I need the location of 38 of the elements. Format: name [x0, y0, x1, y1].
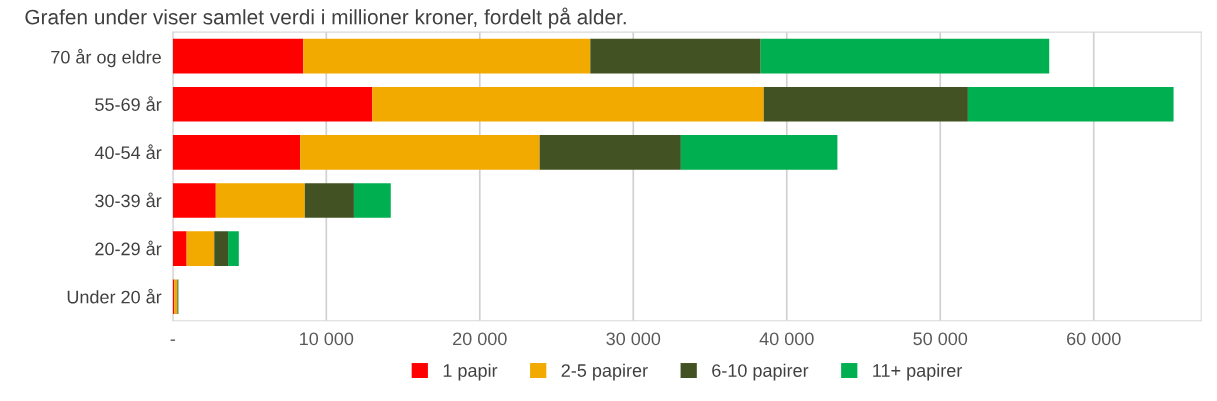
- bar: [215, 183, 305, 218]
- legend-label: 6-10 papirer: [712, 363, 809, 381]
- bar: [214, 231, 229, 266]
- x-tick-label: 40 000: [759, 332, 814, 346]
- bar: [353, 183, 391, 218]
- chart-title: Grafen under viser samlet verdi i millioner kroner, fordelt på alder.: [25, 7, 626, 29]
- x-tick-label: 60 000: [1067, 332, 1121, 346]
- bar: [228, 231, 239, 266]
- legend-label: 1 papir: [443, 363, 498, 381]
- x-tick-label: 30 000: [606, 332, 661, 346]
- bar: [172, 135, 301, 170]
- bar: [186, 231, 215, 266]
- bar: [172, 231, 187, 266]
- y-tick-label: Under 20 år: [67, 288, 162, 304]
- bar: [590, 38, 761, 74]
- bar: [172, 86, 373, 122]
- bar: [172, 183, 216, 218]
- bar: [967, 86, 1174, 122]
- legend-label: 2-5 papirer: [561, 363, 648, 381]
- x-tick-label: -: [170, 339, 176, 341]
- y-tick-label: 70 år og eldre: [51, 48, 161, 68]
- legend-label: 11+ papirer: [873, 363, 963, 381]
- y-tick-label: 40-54 år: [94, 144, 162, 160]
- bar: [172, 38, 304, 74]
- y-tick-label: 55-69 år: [95, 96, 162, 111]
- bar: [760, 38, 1050, 74]
- bar: [300, 135, 540, 170]
- bar: [763, 86, 968, 122]
- bar: [680, 135, 838, 170]
- bar: [304, 183, 354, 218]
- x-tick-label: 10 000: [300, 332, 354, 346]
- y-tick-label: 30-39 år: [95, 192, 162, 208]
- bar: [303, 38, 591, 74]
- bar: [372, 86, 764, 122]
- y-tick-label: 20-29 år: [95, 240, 162, 256]
- x-tick-label: 20 000: [453, 332, 507, 346]
- x-tick-label: 50 000: [913, 332, 968, 346]
- bar: [539, 135, 681, 170]
